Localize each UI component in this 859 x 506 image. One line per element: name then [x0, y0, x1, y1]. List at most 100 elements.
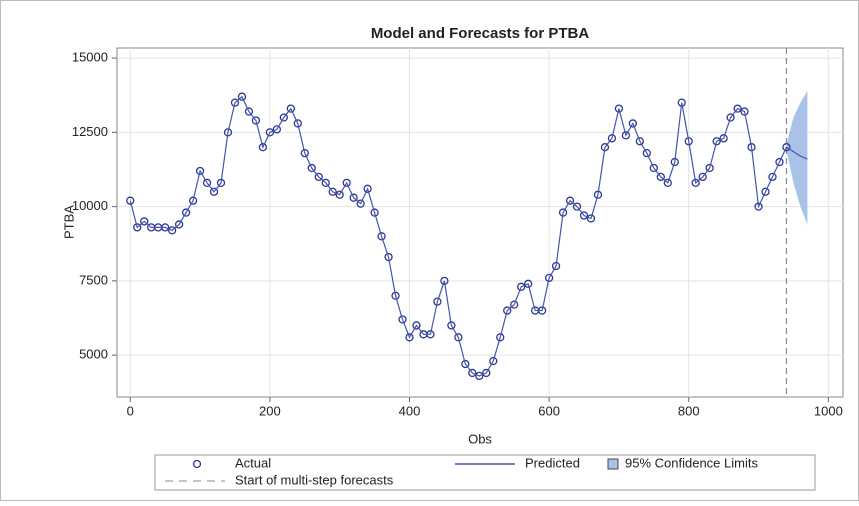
confidence-band [786, 90, 808, 225]
x-tick-label: 600 [538, 403, 560, 418]
actual-point [384, 252, 393, 262]
actual-point [572, 202, 582, 211]
x-tick-label: 1000 [814, 403, 843, 418]
actual-point [607, 134, 617, 143]
actual-point [328, 187, 337, 196]
actual-point [202, 178, 212, 187]
actual-point [663, 178, 672, 187]
actual-point [517, 282, 526, 291]
actual-point [642, 148, 651, 158]
actual-point [237, 92, 247, 101]
legend: Actual Predicted 95% Confidence Limits S… [154, 454, 816, 491]
actual-point [726, 113, 735, 122]
actual-point [482, 368, 491, 378]
y-axis-label: PTBA [61, 205, 76, 239]
y-tick-label: 12500 [72, 124, 108, 139]
actual-point [614, 104, 624, 113]
actual-point [712, 137, 721, 146]
actual-point [579, 211, 589, 220]
actual-point [244, 107, 254, 116]
actual-point [370, 208, 379, 217]
actual-point [503, 306, 512, 315]
y-tick-label: 10000 [72, 198, 108, 213]
actual-point [468, 368, 477, 378]
actual-point [405, 333, 414, 342]
actual-point [258, 143, 268, 152]
chart-title: Model and Forecasts for PTBA [371, 25, 590, 42]
actual-point [524, 279, 533, 288]
actual-point [565, 196, 575, 205]
actual-point [768, 172, 777, 182]
actual-point [740, 107, 749, 116]
actual-point [195, 166, 205, 176]
legend-marker [192, 459, 202, 469]
actual-point [586, 214, 596, 223]
actual-point [272, 125, 282, 134]
x-tick-label: 800 [678, 403, 700, 418]
actual-point [174, 220, 184, 229]
actual-point [140, 217, 149, 226]
actual-point [335, 190, 344, 199]
actual-point [181, 208, 191, 217]
actual-point [782, 143, 791, 152]
legend-swatch [607, 458, 619, 470]
actual-point [719, 134, 728, 143]
y-tick-label: 7500 [79, 272, 108, 287]
actual-point [342, 178, 351, 187]
actual-point [510, 300, 519, 309]
actual-point [454, 333, 463, 342]
actual-point [321, 178, 330, 187]
actual-point [398, 315, 407, 324]
actual-point [489, 356, 498, 366]
actual-point [230, 98, 240, 107]
actual-point [167, 226, 177, 235]
y-tick-label: 15000 [72, 50, 108, 65]
actual-point [188, 196, 198, 205]
legend-label: Predicted [525, 455, 580, 470]
actual-point [649, 163, 658, 173]
predicted-line [129, 95, 808, 377]
actual-point [377, 232, 386, 241]
legend-label: 95% Confidence Limits [625, 455, 758, 470]
actual-point [544, 273, 554, 283]
actual-point [705, 163, 714, 173]
actual-point [279, 113, 288, 122]
actual-point [133, 223, 142, 232]
actual-point [209, 187, 219, 196]
x-axis-label: Obs [468, 431, 492, 446]
x-tick-label: 200 [259, 403, 281, 418]
actual-point [300, 148, 309, 158]
x-tick-label: 400 [399, 403, 421, 418]
actual-point [412, 321, 421, 330]
actual-point [126, 196, 135, 205]
actual-point [733, 104, 742, 113]
actual-point [363, 184, 372, 193]
actual-point [761, 187, 770, 196]
actual-point [314, 172, 323, 182]
actual-point [775, 157, 784, 167]
actual-point [251, 116, 261, 125]
actual-point [475, 371, 484, 381]
actual-point [349, 193, 358, 202]
actual-point [293, 119, 302, 128]
legend-label: Actual [235, 455, 271, 470]
actual-point [307, 163, 316, 173]
actual-point [356, 199, 365, 208]
actual-point [286, 104, 295, 113]
plot-area [116, 47, 844, 398]
actual-point [621, 131, 631, 140]
actual-point [496, 333, 505, 342]
legend-label: Start of multi-step forecasts [235, 472, 394, 487]
actual-point [698, 172, 707, 182]
legend-box [154, 454, 816, 491]
x-tick-label: 0 [127, 403, 134, 418]
actual-point [628, 119, 638, 128]
y-tick-label: 5000 [79, 347, 108, 362]
actual-point [461, 359, 470, 369]
actual-point [635, 137, 645, 146]
actual-point [656, 172, 665, 182]
actual-point [433, 297, 442, 306]
actual-point [265, 128, 275, 137]
actual-point [391, 291, 400, 300]
